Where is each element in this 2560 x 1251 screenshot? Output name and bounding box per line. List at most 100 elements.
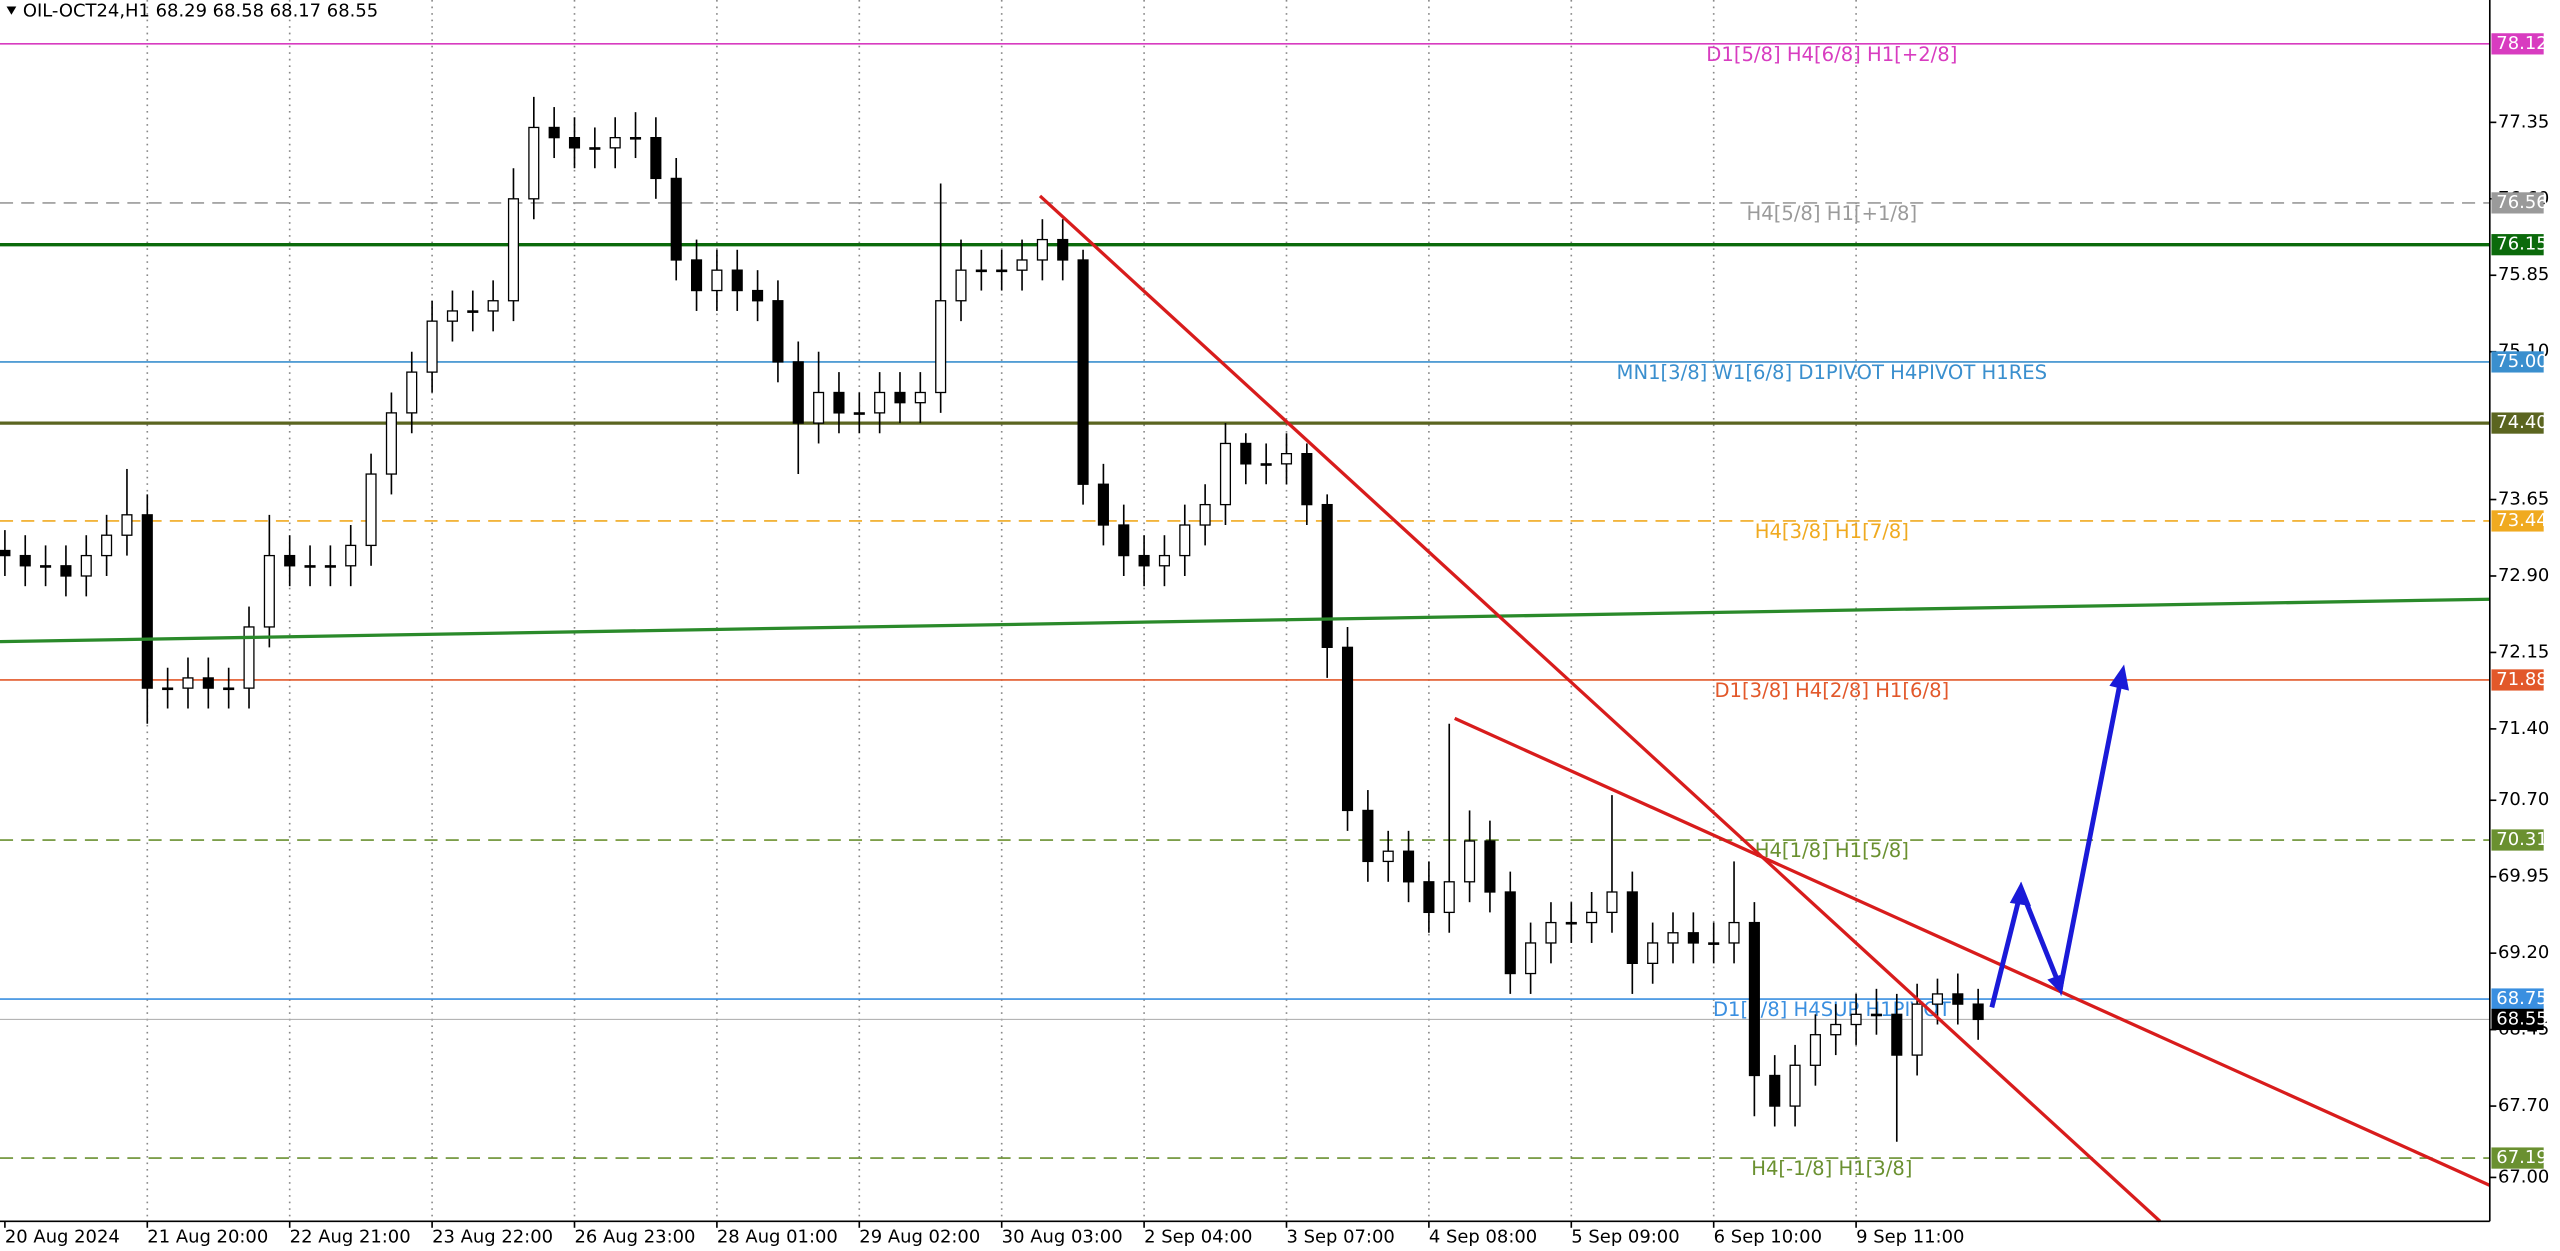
price-box [2491, 1147, 2544, 1169]
candle-body [731, 269, 743, 292]
candle-body [60, 565, 72, 577]
candle-body [1748, 921, 1760, 1077]
candle-body [263, 554, 275, 628]
trend-line [1038, 194, 2162, 1223]
x-tick-label: 9 Sep 11:00 [1856, 1227, 1964, 1248]
menu-triangle [6, 6, 17, 15]
y-tick-label: 71.40 [2498, 718, 2549, 739]
candle-body [487, 300, 499, 312]
axis: 77.3576.6075.8575.1073.6572.9072.1571.40… [4, 33, 2549, 1248]
y-tick-label: 67.00 [2498, 1166, 2549, 1187]
level-label: H4[1/8] H1[5/8] [1755, 839, 1909, 862]
candle-body [141, 514, 153, 689]
candle-body [202, 677, 214, 689]
price-box-label: 67.19 [2496, 1147, 2547, 1168]
price-box [2491, 829, 2544, 851]
price-box [2491, 988, 2544, 1010]
level-label: H4[3/8] H1[7/8] [1755, 520, 1909, 543]
trend-line [0, 597, 2490, 644]
price-box [2491, 1008, 2544, 1031]
x-tick-label: 20 Aug 2024 [5, 1227, 120, 1248]
price-box-label: 75.00 [2496, 351, 2547, 372]
candle-body [1484, 840, 1496, 893]
candle-body [1525, 942, 1537, 975]
candle-body [1097, 483, 1109, 526]
y-tick-label: 73.65 [2498, 489, 2549, 510]
candle-body [1850, 1013, 1862, 1026]
price-box-label: 76.15 [2496, 234, 2547, 255]
drawings [0, 194, 2491, 1223]
chart-title: OIL-OCT24,H1 68.29 68.58 68.17 68.55 [23, 0, 378, 21]
candle-body [650, 136, 662, 180]
y-tick-label: 69.20 [2498, 942, 2549, 963]
candle-body [1382, 850, 1394, 863]
candle-body [568, 136, 581, 149]
level-label: MN1[3/8] W1[6/8] D1PIVOT H4PIVOT H1RES [1617, 361, 2048, 384]
level-label: H4[5/8] H1[+1/8] [1747, 202, 1918, 225]
y-tick-label: 75.85 [2498, 264, 2549, 285]
y-tick-label: 70.70 [2498, 789, 2549, 810]
candle-body [446, 310, 458, 322]
candle-body [1280, 453, 1293, 465]
y-tick-label: 69.95 [2498, 866, 2549, 887]
candle-body [1260, 463, 1272, 466]
candle-body [1830, 1023, 1842, 1036]
candle-body [1240, 442, 1252, 465]
candle-body [406, 371, 418, 414]
y-tick-label: 72.90 [2498, 565, 2549, 586]
candle-body [1972, 1003, 1984, 1021]
price-box [2491, 510, 2544, 532]
candle-body [548, 126, 560, 139]
candle-body [1199, 503, 1211, 526]
price-box [2491, 669, 2544, 691]
candle-body [1789, 1064, 1801, 1107]
candle-body [772, 300, 784, 363]
candle-body [467, 310, 479, 313]
price-box-label: 71.88 [2496, 669, 2547, 690]
x-tick-label: 3 Sep 07:00 [1286, 1227, 1394, 1248]
price-box-label: 68.55 [2496, 1008, 2547, 1029]
candle-body [1911, 1003, 1923, 1056]
price-box-label: 78.12 [2496, 33, 2547, 54]
candle-body [1179, 524, 1191, 557]
x-tick-label: 26 Aug 23:00 [574, 1227, 695, 1248]
candle-body [1138, 554, 1150, 567]
x-tick-label: 28 Aug 01:00 [717, 1227, 838, 1248]
trend-line [1454, 716, 2491, 1187]
candle-body [752, 289, 764, 302]
candle-body [1036, 238, 1048, 261]
candle-body [1423, 881, 1435, 914]
level-label: H4[-1/8] H1[3/8] [1751, 1157, 1912, 1180]
candle-body [935, 300, 947, 394]
candle-body [1931, 993, 1944, 1005]
candle-body [975, 269, 987, 273]
x-tick-label: 5 Sep 09:00 [1571, 1227, 1679, 1248]
price-box-label: 74.40 [2496, 412, 2547, 433]
candle-body [162, 687, 174, 691]
candle-body [304, 565, 316, 568]
candle-body [874, 391, 886, 414]
candle-body [1403, 850, 1415, 883]
candle-body [1219, 442, 1232, 506]
arrow-head [2109, 664, 2129, 691]
candle-body [1952, 993, 1964, 1005]
candle-body [223, 687, 235, 691]
arrow-head [2047, 973, 2066, 995]
candle-body [101, 534, 113, 557]
candle-body [0, 549, 11, 557]
x-tick-label: 4 Sep 08:00 [1429, 1227, 1537, 1248]
candle-body [1870, 1013, 1882, 1017]
candle-body [609, 136, 621, 149]
candle-body [121, 514, 133, 536]
price-box [2491, 33, 2544, 55]
candle-body [1809, 1034, 1821, 1066]
candle-body [182, 677, 194, 689]
candle-body [1443, 881, 1455, 914]
price-box [2491, 412, 2544, 434]
candle-body [324, 565, 336, 568]
candle-body [1301, 453, 1313, 506]
candle-body [1687, 932, 1699, 944]
x-tick-label: 6 Sep 10:00 [1714, 1227, 1822, 1248]
